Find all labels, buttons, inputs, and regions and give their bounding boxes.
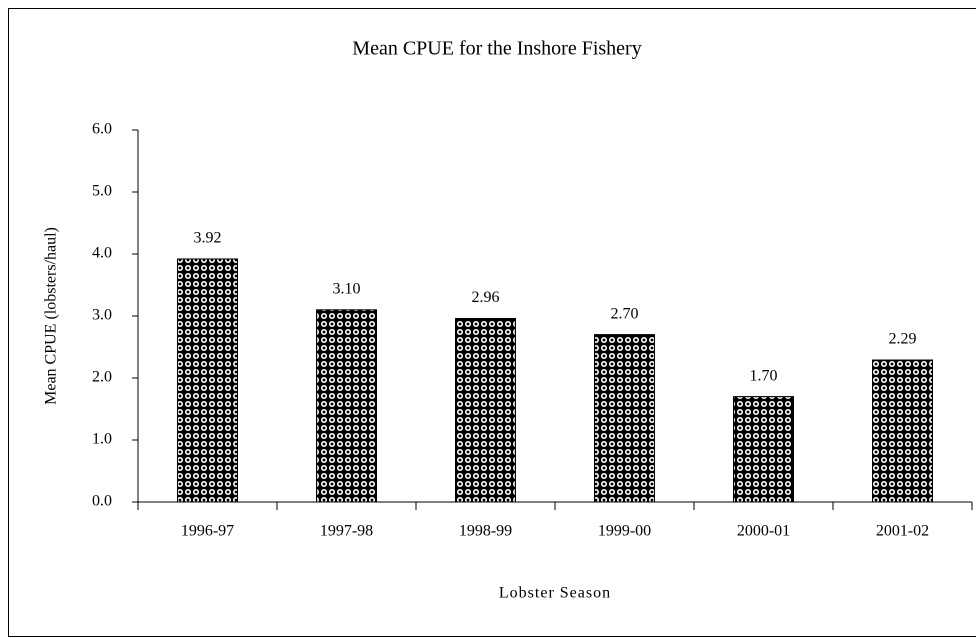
x-tick-label: 2000-01 [737,523,790,540]
y-tick-label: 0.0 [92,493,112,510]
x-tick-label: 2001-02 [876,523,929,540]
x-tick-label: 1999-00 [598,523,651,540]
x-tick-label: 1996-97 [181,523,234,540]
value-label: 2.70 [611,305,639,322]
bar [594,334,655,503]
x-tick-label: 1997-98 [320,523,373,540]
y-tick-label: 3.0 [92,307,112,324]
chart-title: Mean CPUE for the Inshore Fishery [352,38,641,60]
value-label: 2.96 [472,289,500,306]
x-tick-label: 1998-99 [459,523,512,540]
y-tick-label: 4.0 [92,245,112,262]
x-axis-label: Lobster Season [499,585,611,602]
bar [733,396,794,503]
bar [872,359,933,503]
value-label: 3.92 [194,230,222,247]
y-tick-label: 5.0 [92,183,112,200]
y-tick-label: 6.0 [92,121,112,138]
value-label: 2.29 [889,331,917,348]
bar [316,309,377,503]
bar [177,258,238,503]
y-tick-label: 1.0 [92,431,112,448]
value-label: 3.10 [333,280,361,297]
y-axis-label: Mean CPUE (lobsters/haul) [43,227,60,405]
bar [455,317,516,503]
value-label: 1.70 [750,367,778,384]
y-tick-label: 2.0 [92,369,112,386]
frame [8,8,976,637]
